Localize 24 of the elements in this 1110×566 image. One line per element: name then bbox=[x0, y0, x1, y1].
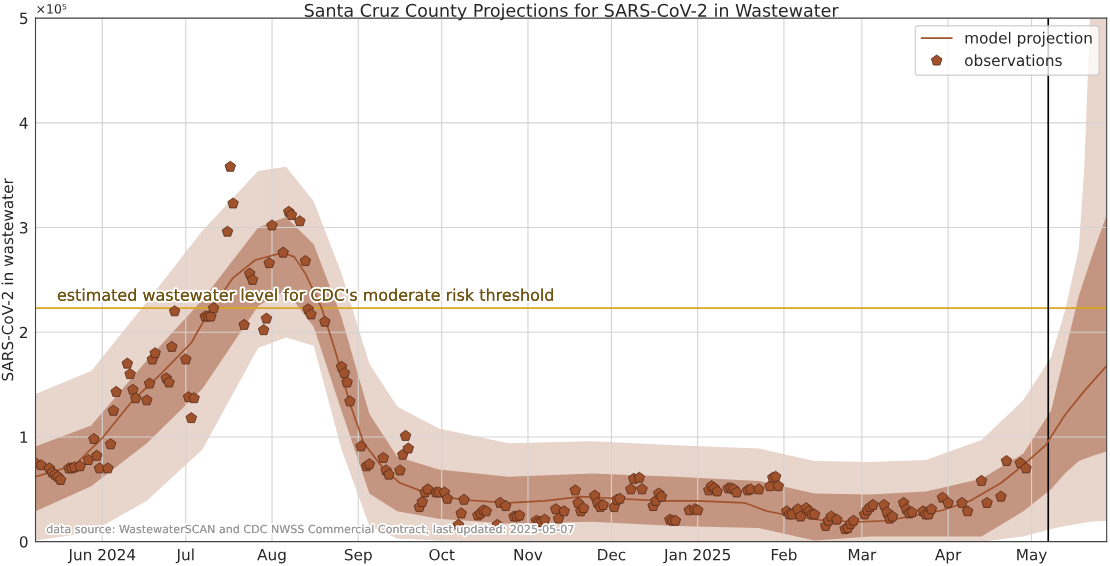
y-tick-label: 1 bbox=[20, 431, 28, 443]
x-tick-label: Dec bbox=[598, 549, 626, 561]
y-axis-title: SARS-CoV-2 in wastewater bbox=[1, 178, 14, 381]
x-tick-label: May bbox=[1017, 549, 1047, 564]
y-tick-label: 4 bbox=[19, 117, 28, 129]
x-tick-label: Jan 2025 bbox=[663, 548, 730, 564]
x-tick-label: Oct bbox=[429, 548, 455, 561]
y-tick-label: 2 bbox=[19, 326, 28, 339]
text: ×10⁵ bbox=[37, 4, 67, 14]
annotation: data source: WastewaterSCAN and CDC NWSS Commercial Contract, last updated: 2025-05-07 bbox=[46, 524, 574, 536]
x-tick-label: Jun 2024 bbox=[67, 548, 136, 564]
x-tick-label: Sep bbox=[344, 548, 372, 564]
x-tick-label: Nov bbox=[514, 549, 543, 561]
x-tick-label: Feb bbox=[771, 548, 797, 561]
legend-label: observations bbox=[965, 54, 1062, 67]
x-tick-label: Apr bbox=[934, 549, 962, 564]
y-tick-label: 3 bbox=[20, 222, 28, 234]
y-tick-label: 5 bbox=[20, 12, 28, 25]
x-tick-label: Aug bbox=[257, 549, 286, 564]
chart-title: Santa Cruz County Projections for SARS-CoV-2 in Wastewater bbox=[304, 3, 839, 21]
x-tick-label: Jul bbox=[175, 548, 194, 564]
legend-label: model projection bbox=[965, 31, 1092, 47]
x-tick-label: Mar bbox=[848, 549, 877, 561]
y-tick-label: 0 bbox=[19, 536, 28, 548]
